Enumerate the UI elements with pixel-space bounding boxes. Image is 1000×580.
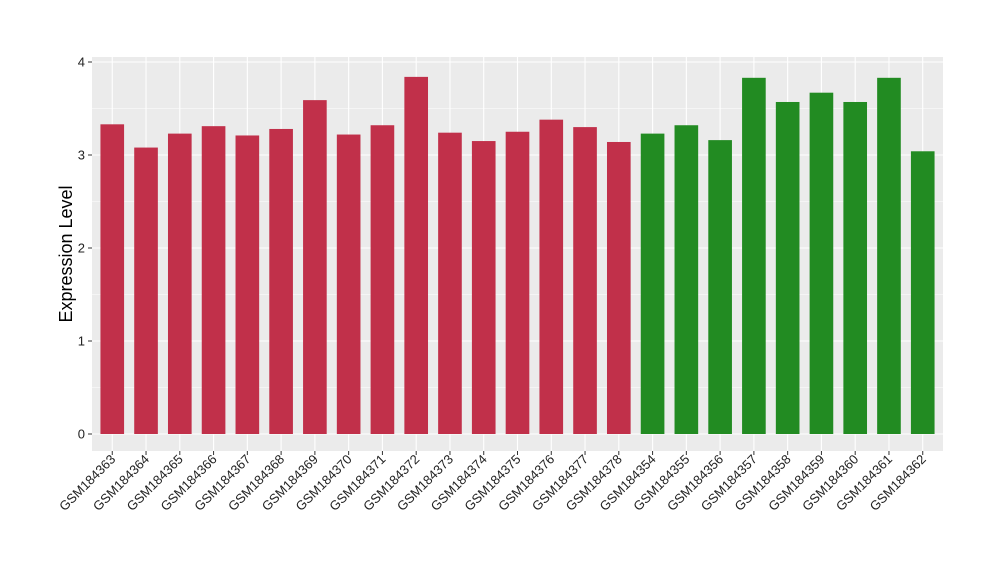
bar-GSM184365 xyxy=(167,133,192,435)
bar-GSM184366 xyxy=(201,126,226,435)
bar-GSM184355 xyxy=(674,125,699,435)
bar-GSM184375 xyxy=(505,131,530,434)
bar-GSM184367 xyxy=(235,135,260,434)
bar-GSM184369 xyxy=(303,100,327,434)
bar-GSM184364 xyxy=(134,147,158,434)
bar-GSM184360 xyxy=(843,101,868,435)
bar-GSM184374 xyxy=(471,141,496,435)
bar-GSM184354 xyxy=(640,133,665,435)
bar-GSM184368 xyxy=(269,128,293,434)
y-tick-label: 2 xyxy=(78,241,85,256)
bar-GSM184357 xyxy=(742,77,766,434)
y-tick-label: 4 xyxy=(78,55,85,70)
bar-GSM184371 xyxy=(370,125,395,435)
bar-GSM184358 xyxy=(775,101,800,435)
bar-GSM184373 xyxy=(438,132,462,434)
y-tick-label: 0 xyxy=(78,427,85,442)
bar-GSM184378 xyxy=(606,141,631,435)
bar-GSM184376 xyxy=(539,119,564,434)
y-axis: 0 1 2 3 4 xyxy=(78,55,92,442)
bar-GSM184361 xyxy=(877,77,901,434)
y-axis-title: Expression Level xyxy=(56,185,76,322)
bar-GSM184363 xyxy=(100,124,125,434)
bar-GSM184359 xyxy=(809,92,834,434)
y-tick-label: 1 xyxy=(78,334,85,349)
bar-GSM184362 xyxy=(910,151,935,434)
bar-GSM184377 xyxy=(573,127,597,434)
bar-layer xyxy=(100,76,935,435)
bar-GSM184356 xyxy=(708,140,732,434)
bar-GSM184372 xyxy=(404,76,429,434)
bar-GSM184370 xyxy=(336,134,361,435)
x-axis: GSM184363GSM184364GSM184365GSM184366GSM1… xyxy=(56,451,929,514)
y-tick-label: 3 xyxy=(78,148,85,163)
